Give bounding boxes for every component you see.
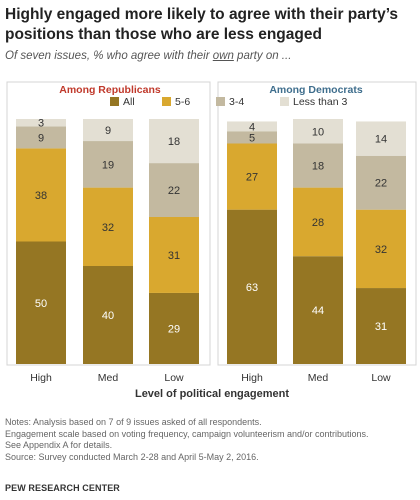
data-label: 27: [246, 172, 258, 184]
bar-segment: [83, 141, 133, 188]
data-label: 63: [246, 282, 258, 294]
legend-label: All: [123, 96, 135, 108]
chart-subtitle: Of seven issues, % who agree with their …: [5, 50, 417, 62]
note-line: Notes: Analysis based on 7 of 9 issues a…: [5, 417, 262, 427]
subtitle-underlined: own: [212, 50, 234, 62]
legend-swatch: [162, 97, 171, 106]
data-label: 18: [168, 136, 180, 148]
x-axis-label: Level of political engagement: [135, 388, 289, 400]
bar-segment: [356, 288, 406, 364]
data-label: 44: [312, 305, 324, 317]
note-line: Engagement scale based on voting frequen…: [5, 428, 369, 439]
bar-segment: [83, 119, 133, 142]
bar-segment: [16, 119, 66, 127]
note-line: See Appendix A for details.: [5, 440, 113, 450]
legend-label: Less than 3: [293, 96, 347, 108]
x-tick-label: Low: [164, 372, 184, 384]
notes: Notes: Analysis based on 7 of 9 issues a…: [5, 417, 417, 463]
bar-segment: [356, 155, 406, 210]
source-line: Source: Survey conducted March 2-28 and …: [5, 451, 259, 462]
subtitle-suffix: party on ...: [233, 50, 292, 62]
bar-segment: [16, 148, 66, 242]
bar-segment: [356, 121, 406, 156]
source-org: PEW RESEARCH CENTER: [5, 483, 120, 493]
bar-segment: [83, 187, 133, 266]
data-label: 14: [375, 134, 387, 146]
bar-segment: [227, 209, 277, 364]
x-tick-label: High: [241, 372, 263, 384]
bar-segment: [227, 121, 277, 132]
legend-swatch: [216, 97, 225, 106]
x-tick-label: High: [30, 372, 52, 384]
panel-frame-democrats: [217, 81, 417, 366]
bar-segment: [293, 143, 343, 188]
bar-segment: [16, 126, 66, 149]
bar-segment: [149, 119, 199, 164]
bar-segment: [293, 187, 343, 257]
data-label: 10: [312, 126, 324, 138]
data-label: 40: [102, 310, 114, 322]
data-label: 29: [168, 323, 180, 335]
data-label: 4: [249, 121, 255, 133]
data-label: 22: [375, 178, 387, 190]
chart-title: Highly engaged more likely to agree with…: [5, 6, 399, 43]
data-label: 19: [102, 159, 114, 171]
data-label: 5: [249, 132, 255, 144]
panel-title-republicans: Among Republicans: [59, 84, 161, 96]
bar-segment: [293, 119, 343, 144]
data-label: 28: [312, 217, 324, 229]
bar-segment: [149, 217, 199, 293]
panel-frame-republicans: [6, 81, 211, 366]
bar-segment: [227, 143, 277, 210]
data-label: 9: [38, 132, 44, 144]
legend-label: 3-4: [229, 96, 244, 108]
x-tick-label: Med: [308, 372, 329, 384]
data-label: 31: [375, 321, 387, 333]
data-label: 50: [35, 298, 47, 310]
subtitle-prefix: Of seven issues, % who agree with their: [5, 50, 213, 62]
bar-segment: [293, 256, 343, 364]
stacked-bar-chart: All 5-6 3-4 Less than 3 Among Republicans 50 3…: [6, 81, 417, 400]
bar-segment: [356, 209, 406, 289]
bar-segment: [83, 266, 133, 364]
data-label: 31: [168, 250, 180, 262]
panel-title-democrats: Among Democrats: [269, 84, 363, 96]
data-label: 3: [38, 118, 44, 130]
bar-segment: [16, 241, 66, 364]
bar-segment: [149, 163, 199, 217]
data-label: 9: [105, 125, 111, 137]
legend-swatch: [280, 97, 289, 106]
x-tick-label: Med: [98, 372, 119, 384]
bar-segment: [149, 292, 199, 364]
x-tick-label: Low: [371, 372, 391, 384]
bar-segment: [227, 131, 277, 144]
legend-swatch: [110, 97, 119, 106]
data-label: 32: [375, 244, 387, 256]
legend-label: 5-6: [175, 96, 190, 108]
data-label: 22: [168, 185, 180, 197]
data-label: 32: [102, 222, 114, 234]
data-label: 38: [35, 190, 47, 202]
data-label: 18: [312, 161, 324, 173]
